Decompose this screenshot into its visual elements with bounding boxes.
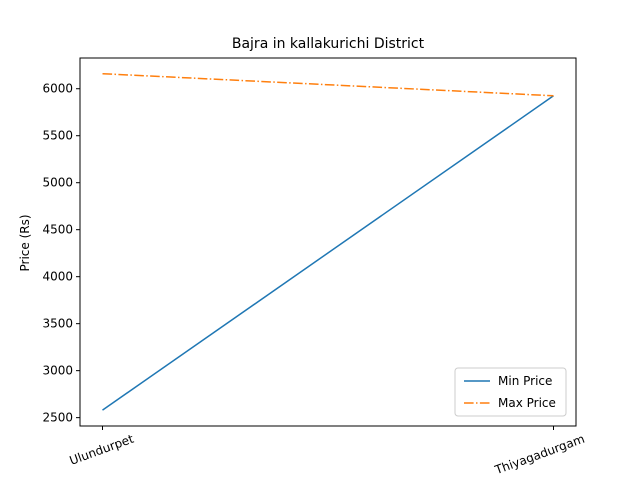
series-line [102,95,554,411]
chart-title: Bajra in kallakurichi District [232,36,425,52]
y-tick-label: 3500 [42,317,73,331]
y-tick-label: 6000 [42,82,73,96]
legend-label: Min Price [498,374,552,388]
y-tick-label: 5500 [42,129,73,143]
legend-box [454,367,567,417]
y-tick-label: 3000 [42,364,73,378]
y-tick-label: 4000 [42,270,73,284]
series-line [102,72,554,97]
y-tick-label: 4500 [42,223,73,237]
y-axis-label: Price (Rs) [18,214,32,271]
y-tick-label: 2500 [42,411,73,425]
legend: Min Price Max Price [454,367,567,417]
plot-frame [79,57,577,427]
legend-label: Max Price [498,396,556,410]
y-tick-label: 5000 [42,176,73,190]
